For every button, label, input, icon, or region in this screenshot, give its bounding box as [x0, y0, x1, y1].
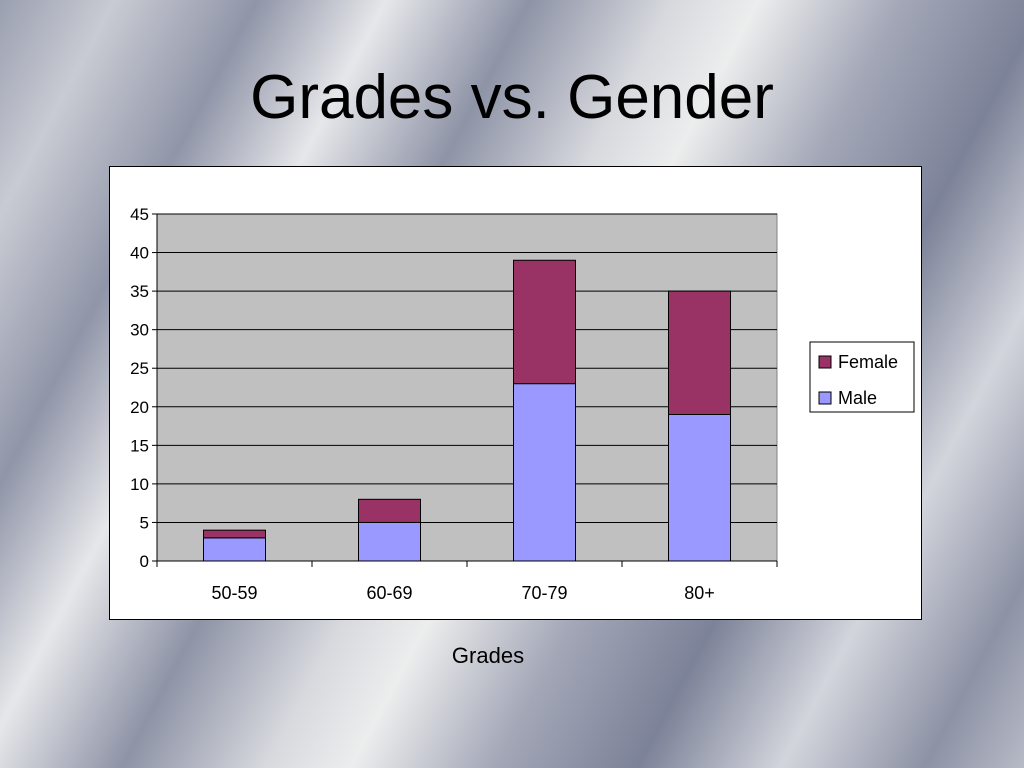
- legend-swatch-female: [818, 355, 832, 369]
- x-tick-label: 80+: [684, 583, 715, 603]
- x-axis-title: Grades: [451, 643, 525, 668]
- y-tick-label: 15: [130, 436, 149, 455]
- y-tick-label: 30: [130, 321, 149, 340]
- x-tick-label: 50-59: [211, 583, 257, 603]
- x-tick-label: 60-69: [366, 583, 412, 603]
- bar-male-60-69: [358, 521, 421, 562]
- bar-female-50-59: [203, 529, 266, 539]
- bar-female-60-69: [358, 498, 421, 523]
- legend-label-female: Female: [838, 352, 898, 372]
- y-tick-label: 25: [130, 359, 149, 378]
- bar-male-50-59: [203, 537, 266, 562]
- legend-label-male: Male: [838, 388, 877, 408]
- slide-title: Grades vs. Gender: [250, 63, 774, 132]
- x-tick-label: 70-79: [521, 583, 567, 603]
- y-tick-label: 0: [140, 552, 149, 571]
- bar-female-70-79: [513, 259, 576, 385]
- y-tick-label: 20: [130, 398, 149, 417]
- y-tick-label: 40: [130, 244, 149, 263]
- y-tick-label: 10: [130, 475, 149, 494]
- stacked-bar-chart: 0 5 10 15 20 25 30 35 40 45 50-59 60-69 70-79 80+ Fema…: [130, 205, 915, 603]
- bar-male-70-79: [513, 383, 576, 562]
- y-tick-label: 35: [130, 282, 149, 301]
- y-tick-label: 45: [130, 205, 149, 224]
- chart-frame: 0 5 10 15 20 25 30 35 40 45 50-59 60-69 70-79 80+ Fema…: [109, 166, 922, 620]
- y-tick-label: 5: [140, 513, 149, 532]
- legend-swatch-male: [818, 391, 832, 405]
- bar-male-80+: [668, 413, 731, 562]
- bar-female-80+: [668, 290, 731, 415]
